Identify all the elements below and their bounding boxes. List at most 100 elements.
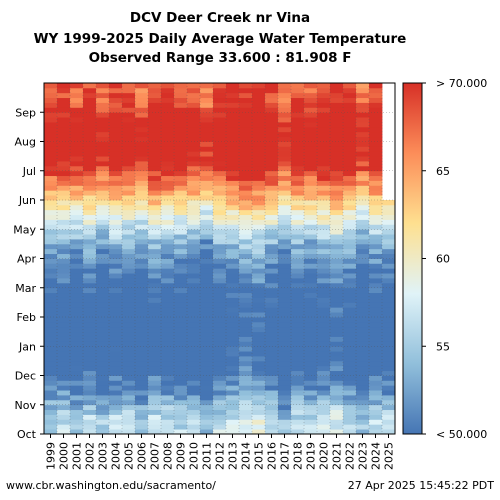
heatmap-cell [148,375,162,381]
heatmap-cell [317,380,331,386]
heatmap-cell [200,136,214,142]
heatmap-cell [265,356,279,362]
heatmap-cell [57,395,71,401]
heatmap-cell [135,292,149,298]
heatmap-cell [304,287,318,294]
heatmap-cell [83,370,97,376]
heatmap-cell [122,273,136,279]
heatmap-cell [96,258,110,264]
heatmap-cell [148,360,162,367]
heatmap-cell [369,258,383,264]
heatmap-cell [187,321,201,328]
heatmap-cell [109,102,123,108]
heatmap-cell [265,234,279,240]
heatmap-cell [317,248,331,255]
heatmap-cell [83,136,97,142]
heatmap-cell [330,282,344,289]
heatmap-cell [83,268,97,274]
heatmap-cell [174,360,188,367]
heatmap-cell [161,83,175,89]
heatmap-cell [226,209,240,216]
heatmap-cell [122,385,136,391]
heatmap-cell [291,365,305,372]
heatmap-cell [83,141,97,147]
heatmap-cell [382,390,396,396]
heatmap-cell [382,287,396,294]
heatmap-cell [148,112,162,118]
heatmap-cell [44,346,58,352]
heatmap-cell [317,97,331,103]
heatmap-cell [135,126,149,133]
heatmap-cell [213,146,227,152]
heatmap-cell [96,136,110,142]
heatmap-cell [213,112,227,118]
heatmap-cell [330,326,344,333]
heatmap-cell [44,200,58,206]
heatmap-cell [382,317,396,323]
heatmap-cell [356,331,370,337]
heatmap-cell [239,404,253,411]
heatmap-cell [278,268,292,274]
heatmap-cell [200,204,214,211]
heatmap-cell [148,351,162,357]
heatmap-cell [213,126,227,133]
heatmap-cell [239,204,253,211]
heatmap-cell [343,185,357,191]
heatmap-cell [226,131,240,138]
heatmap-cell [122,292,136,298]
heatmap-cell [330,83,344,89]
heatmap-cell [70,317,84,323]
heatmap-cell [343,92,357,99]
heatmap-cell [330,258,344,264]
heatmap-cell [343,190,357,196]
heatmap-cell [57,92,71,99]
heatmap-cell [278,419,292,425]
heatmap-cell [356,190,370,196]
heatmap-cell [382,258,396,264]
heatmap-cell [239,307,253,313]
heatmap-cell [148,292,162,298]
heatmap-cell [96,307,110,313]
heatmap-cell [291,97,305,103]
heatmap-cell [252,429,266,435]
heatmap-cell [291,122,305,128]
heatmap-cell [70,292,84,298]
heatmap-cell [226,419,240,425]
heatmap-cell [369,424,383,430]
heatmap-cell [252,370,266,376]
heatmap-cell [96,209,110,216]
heatmap-cell [161,258,175,264]
heatmap-cell [330,170,344,177]
heatmap-cell [57,424,71,430]
heatmap-cell [70,346,84,352]
heatmap-cell [161,156,175,162]
heatmap-cell [291,258,305,264]
heatmap-cell [161,331,175,337]
heatmap-cell [265,102,279,108]
heatmap-cell [70,214,84,220]
heatmap-cell [330,146,344,152]
heatmap-cell [382,302,396,308]
heatmap-cell [278,151,292,157]
heatmap-cell [265,107,279,113]
heatmap-cell [369,356,383,362]
heatmap-cell [369,146,383,152]
heatmap-cell [187,370,201,376]
heatmap-cell [343,258,357,264]
heatmap-cell [330,200,344,206]
heatmap-cell [226,273,240,279]
heatmap-cell [174,243,188,250]
heatmap-cell [83,122,97,128]
heatmap-cell [304,326,318,333]
heatmap-cell [70,253,84,259]
heatmap-cell [317,239,331,245]
heatmap-cell [148,346,162,352]
heatmap-cell [291,185,305,191]
heatmap-cell [343,253,357,259]
heatmap-cell [278,307,292,313]
heatmap-cell [200,175,214,181]
heatmap-cell [135,395,149,401]
heatmap-cell [343,424,357,430]
heatmap-cell [343,326,357,333]
